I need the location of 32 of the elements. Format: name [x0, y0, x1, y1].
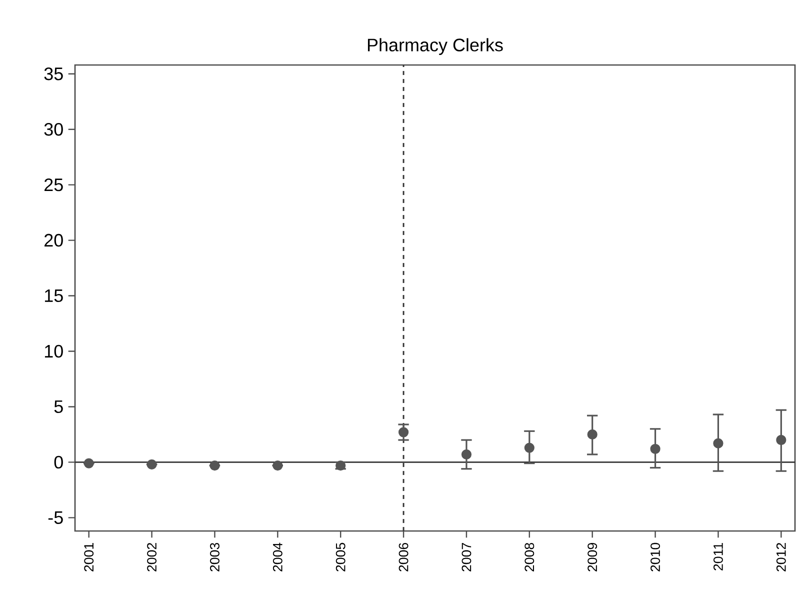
x-tick-label: 2006 [398, 542, 408, 572]
y-tick-label: 20 [44, 234, 63, 247]
y-tick-label: -5 [48, 511, 63, 524]
x-tick-label: 2010 [650, 542, 660, 572]
point [272, 460, 283, 471]
y-tick-label: 5 [54, 400, 63, 413]
point [398, 427, 409, 438]
point [461, 449, 472, 460]
x-tick-label: 2004 [272, 542, 282, 572]
point [146, 459, 157, 470]
x-tick-label: 2012 [776, 543, 786, 572]
y-tick-label: 0 [54, 456, 63, 469]
x-tick-label: 2009 [588, 542, 598, 572]
point [210, 460, 220, 471]
x-tick-label: 2008 [524, 542, 534, 572]
y-tick-label: 15 [44, 289, 63, 302]
chart-title: Pharmacy Clerks [368, 38, 503, 55]
x-tick-label: 2005 [336, 542, 346, 572]
x-tick-label: 2007 [462, 543, 472, 572]
point [713, 438, 724, 448]
point [84, 458, 94, 468]
x-tick-label: 2002 [147, 543, 157, 572]
x-tick-label: 2011 [714, 543, 723, 570]
x-tick-label: 2003 [210, 542, 220, 572]
point [524, 442, 534, 453]
y-tick-label: 30 [44, 122, 63, 136]
y-tick-label: 35 [44, 68, 63, 80]
point [650, 444, 660, 454]
point [587, 429, 598, 440]
x-tick-label: 2001 [84, 543, 94, 572]
y-tick-label: 25 [44, 178, 63, 192]
y-tick-label: 10 [44, 344, 63, 358]
